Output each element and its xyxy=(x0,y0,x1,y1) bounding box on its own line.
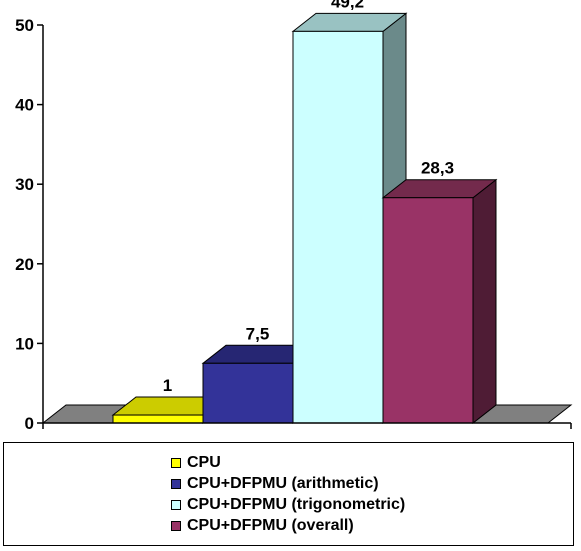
legend-item: CPU xyxy=(171,453,221,473)
bar-side xyxy=(472,178,497,425)
legend-swatch xyxy=(171,500,181,510)
data-label: 28,3 xyxy=(421,159,454,178)
legend-item: CPU+DFPMU (overall) xyxy=(171,516,354,536)
legend-swatch xyxy=(171,521,181,531)
y-tick-label: 20 xyxy=(15,255,34,274)
y-tick-label: 10 xyxy=(15,334,34,353)
y-tick-label: 0 xyxy=(25,414,34,433)
legend-swatch xyxy=(171,458,181,468)
legend-item: CPU+DFPMU (arithmetic) xyxy=(171,474,379,494)
data-label: 7,5 xyxy=(246,324,270,343)
legend-swatch xyxy=(171,479,181,489)
y-tick-label: 30 xyxy=(15,175,34,194)
legend-label: CPU xyxy=(187,454,221,471)
data-label: 1 xyxy=(163,376,172,395)
data-label: 49,2 xyxy=(331,0,364,11)
y-tick-label: 50 xyxy=(15,16,34,35)
bar xyxy=(382,197,474,424)
legend-label: CPU+DFPMU (trigonometric) xyxy=(187,496,406,513)
legend-label: CPU+DFPMU (arithmetic) xyxy=(187,475,379,492)
legend-item: CPU+DFPMU (trigonometric) xyxy=(171,495,405,515)
chart-legend: CPU CPU+DFPMU (arithmetic) CPU+DFPMU (trig… xyxy=(3,442,574,546)
bar xyxy=(202,362,294,424)
bar xyxy=(292,30,384,424)
y-tick-label: 40 xyxy=(15,96,34,115)
bar xyxy=(112,414,204,424)
legend-label: CPU+DFPMU (overall) xyxy=(187,517,354,534)
bar-chart: 1 7,5 49,2 28,3 0 10 20 30 40 50 xyxy=(15,0,573,433)
